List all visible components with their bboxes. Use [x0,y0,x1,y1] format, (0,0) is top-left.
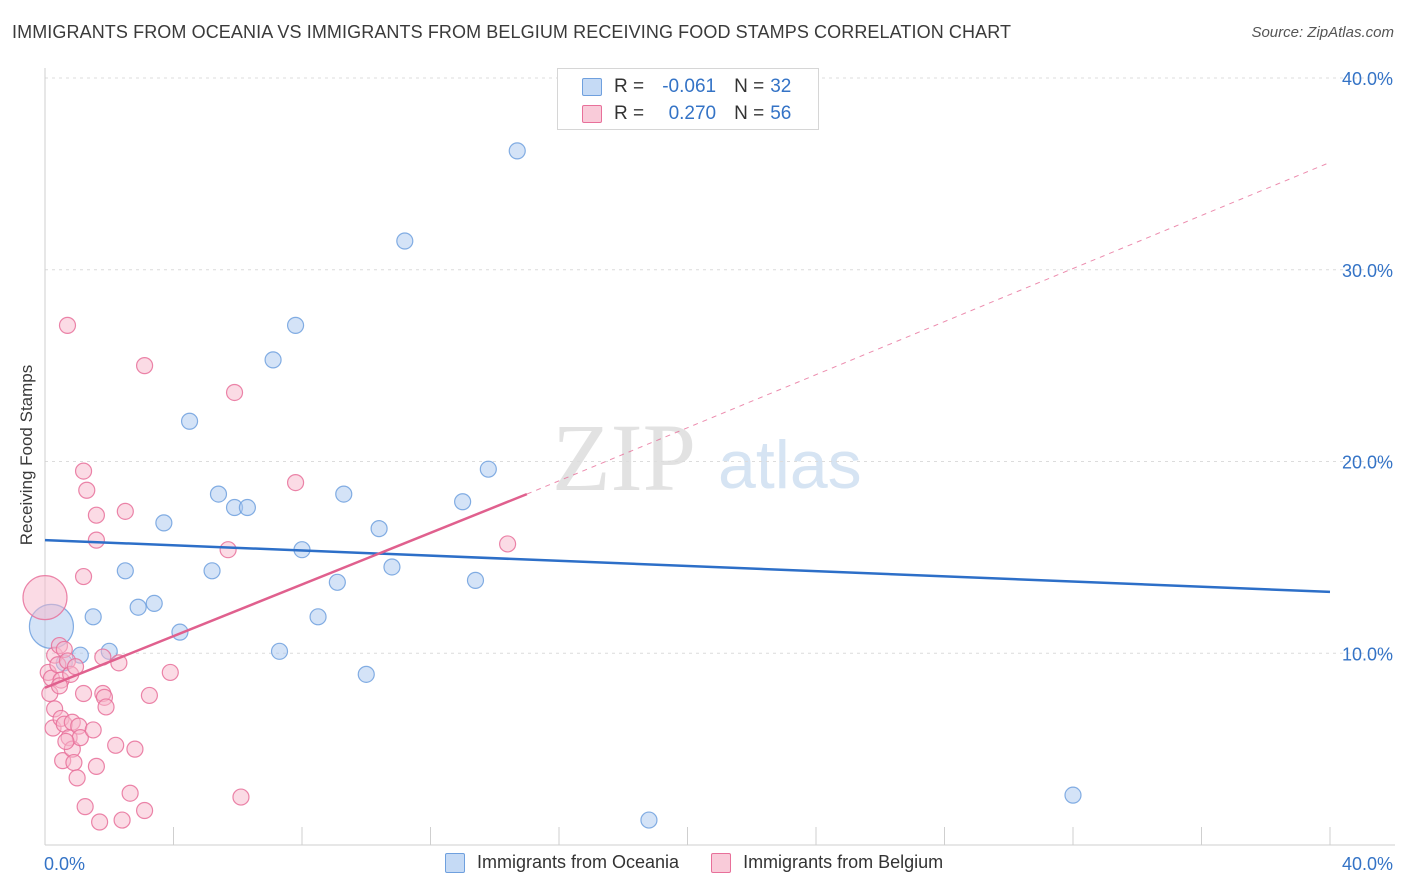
legend-row-belgium: R = 0.270 N = 56 [582,102,791,126]
series-legend-belgium[interactable]: Immigrants from Belgium [711,852,943,873]
chart-title: IMMIGRANTS FROM OCEANIA VS IMMIGRANTS FR… [12,22,1012,42]
source-label: Source: ZipAtlas.com [1251,24,1394,41]
belgium-point [87,506,106,524]
series-label-belgium: Immigrants from Belgium [743,852,944,872]
legend-r-value: 0.270 [668,103,717,124]
oceania-point [309,608,327,626]
belgium-point [135,357,154,375]
oceania-point [145,594,163,612]
belgium-point [232,788,250,806]
oceania-trend-line [44,538,1331,594]
legend-n-value: 56 [770,103,792,124]
oceania-point [370,520,388,538]
belgium-point [140,686,159,705]
belgium-point [84,721,102,739]
legend-swatch-oceania [582,78,602,96]
belgium-point [286,473,305,492]
belgium-trend-line [44,492,528,689]
oceania-point [640,811,658,829]
oceania-point [155,514,173,532]
belgium-point [22,575,68,621]
belgium-point [107,736,125,754]
series-label-oceania: Immigrants from Oceania [477,852,680,872]
belgium-point [116,502,134,520]
belgium-point [87,757,106,775]
belgium-point [225,383,244,402]
series-swatch-oceania [445,852,465,873]
oceania-point [1064,786,1082,804]
series-swatch-belgium [711,852,732,873]
belgium-point [74,567,93,586]
series-legend-oceania[interactable]: Immigrants from Oceania [445,852,679,873]
x-tick-label: 40.0% [1342,854,1393,874]
belgium-point [65,753,83,772]
oceania-point [264,351,282,369]
y-tick-label: 40.0% [1342,69,1393,89]
belgium-point [113,811,131,829]
oceania-point [84,608,102,626]
belgium-point [74,684,93,703]
watermark-atlas: atlas [718,427,862,503]
belgium-point [135,801,154,820]
oceania-point [335,485,353,503]
series-legend: Immigrants from Oceania Immigrants from … [445,852,975,873]
watermark-zip: ZIP [552,404,696,511]
belgium-point [97,698,115,716]
x-tick-label: 0.0% [44,854,85,874]
oceania-point [479,460,497,478]
oceania-point [454,493,472,511]
belgium-point [57,732,75,751]
oceania-point [209,485,228,503]
oceania-point [203,562,221,580]
belgium-point [76,798,94,816]
belgium-point [68,769,86,787]
oceania-point [383,558,401,576]
belgium-point [78,481,96,499]
oceania-point [180,412,199,430]
legend-r-value: -0.061 [662,76,717,97]
legend-swatch-belgium [582,105,602,123]
legend-n-label: N = [734,103,765,124]
legend-row-oceania: R = -0.061 N = 32 [582,75,791,99]
belgium-point [87,531,106,549]
oceania-point [466,571,485,589]
belgium-point [161,663,179,682]
belgium-point [91,813,109,831]
legend-r-label: R = [614,103,645,124]
legend-n-value: 32 [770,76,792,97]
oceania-point [328,573,346,591]
oceania-point [357,665,375,683]
oceania-point [238,498,256,517]
belgium-point [121,784,139,802]
oceania-point [129,598,147,616]
oceania-point [286,316,305,334]
y-tick-label: 20.0% [1342,453,1393,473]
oceania-point [396,232,414,250]
belgium-point [499,535,517,553]
oceania-point [270,642,289,660]
oceania-point [508,142,526,160]
belgium-point [219,541,237,559]
belgium-point [74,462,93,480]
y-tick-label: 10.0% [1342,644,1393,664]
correlation-legend: R = -0.061 N = 32 R = 0.270 N = 56 [557,68,819,130]
belgium-point [126,740,144,758]
legend-r-label: R = [614,76,645,97]
legend-n-label: N = [734,76,765,97]
belgium-trend-extension [526,161,1331,495]
belgium-point [58,316,77,334]
oceania-point [116,562,134,580]
y-tick-label: 30.0% [1342,261,1393,281]
